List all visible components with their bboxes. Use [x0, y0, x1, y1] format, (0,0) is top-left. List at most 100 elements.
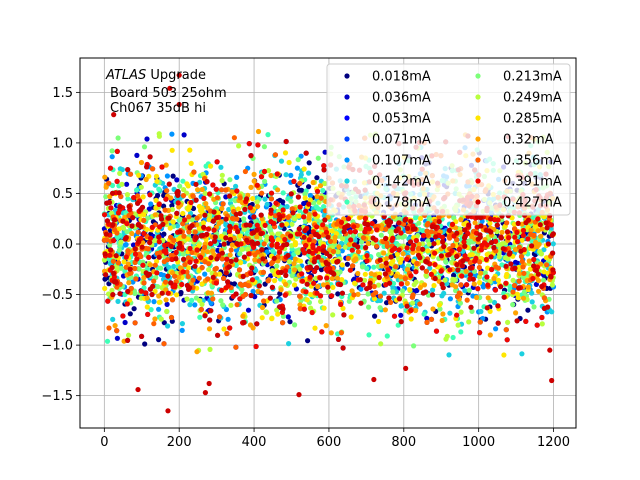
- data-point: [212, 238, 218, 244]
- data-point: [138, 159, 145, 166]
- data-point: [484, 274, 490, 280]
- data-point: [132, 246, 138, 252]
- data-point: [408, 273, 414, 279]
- data-point: [127, 171, 134, 177]
- data-point: [189, 249, 195, 255]
- data-point: [345, 223, 351, 229]
- data-point: [208, 241, 214, 247]
- data-point: [315, 254, 321, 260]
- data-point: [127, 311, 133, 317]
- data-point: [269, 316, 275, 322]
- data-point: [396, 234, 402, 240]
- data-point: [395, 322, 401, 328]
- data-point: [345, 216, 352, 222]
- data-point: [214, 256, 220, 262]
- data-point: [530, 275, 536, 282]
- data-point: [325, 284, 331, 290]
- data-point: [438, 268, 444, 274]
- data-point: [159, 290, 165, 296]
- data-point: [180, 178, 186, 184]
- data-point: [427, 216, 433, 222]
- data-point: [437, 306, 443, 312]
- data-point: [231, 135, 237, 141]
- data-point: [234, 174, 240, 180]
- data-point: [320, 187, 326, 194]
- data-point: [246, 251, 252, 257]
- data-point: [240, 273, 246, 279]
- data-point: [308, 305, 314, 311]
- data-point: [199, 265, 205, 271]
- data-point: [245, 283, 251, 289]
- data-point: [144, 304, 150, 310]
- data-point: [288, 198, 294, 204]
- data-point: [138, 288, 144, 294]
- data-point: [154, 258, 160, 264]
- data-point: [432, 250, 438, 256]
- data-point: [213, 186, 219, 192]
- data-point: [168, 243, 174, 249]
- data-point: [267, 224, 273, 230]
- data-point: [260, 269, 266, 275]
- data-point: [454, 253, 460, 259]
- data-point: [358, 286, 364, 292]
- data-point: [302, 191, 308, 197]
- data-point: [423, 289, 429, 295]
- data-point: [259, 190, 265, 196]
- data-point: [398, 274, 404, 280]
- data-point: [139, 244, 145, 250]
- data-point: [517, 271, 523, 277]
- data-point: [112, 227, 118, 233]
- data-point: [124, 221, 130, 227]
- data-point: [496, 254, 502, 260]
- data-point: [297, 180, 303, 187]
- data-point: [516, 285, 522, 291]
- data-point: [240, 313, 246, 319]
- data-point: [475, 286, 481, 292]
- data-point: [351, 224, 357, 230]
- data-point: [396, 220, 402, 226]
- data-point: [318, 267, 324, 273]
- data-point: [111, 270, 117, 276]
- data-point: [141, 230, 147, 237]
- data-point: [453, 288, 459, 294]
- data-point: [109, 264, 115, 271]
- data-point: [431, 241, 437, 247]
- data-point: [306, 184, 312, 190]
- data-point: [117, 203, 123, 210]
- data-point: [433, 234, 439, 240]
- data-point: [117, 291, 123, 297]
- data-point: [196, 275, 202, 281]
- data-point: [307, 291, 314, 298]
- data-point: [277, 304, 283, 310]
- data-point: [151, 321, 157, 327]
- data-point: [359, 239, 365, 245]
- data-point: [336, 244, 342, 250]
- data-point: [348, 314, 354, 320]
- data-point: [357, 277, 363, 283]
- data-point: [122, 319, 128, 326]
- data-point: [179, 327, 185, 333]
- data-point: [168, 252, 174, 259]
- data-point: [254, 199, 260, 205]
- data-point: [264, 249, 270, 255]
- data-point: [411, 343, 417, 349]
- data-point: [270, 248, 276, 254]
- data-point: [103, 194, 109, 200]
- data-point: [283, 281, 289, 287]
- data-point: [192, 229, 198, 235]
- data-point: [261, 144, 267, 150]
- data-point: [194, 215, 200, 221]
- data-point: [366, 332, 372, 338]
- data-point: [514, 229, 520, 235]
- data-point: [500, 246, 506, 252]
- data-point: [458, 309, 464, 315]
- data-point: [118, 239, 124, 245]
- data-point: [261, 168, 268, 175]
- data-point: [156, 306, 162, 312]
- data-point: [404, 256, 410, 262]
- data-point: [428, 316, 435, 322]
- data-point: [413, 215, 419, 221]
- data-point: [182, 262, 188, 268]
- data-point: [466, 319, 472, 325]
- data-point: [314, 175, 320, 181]
